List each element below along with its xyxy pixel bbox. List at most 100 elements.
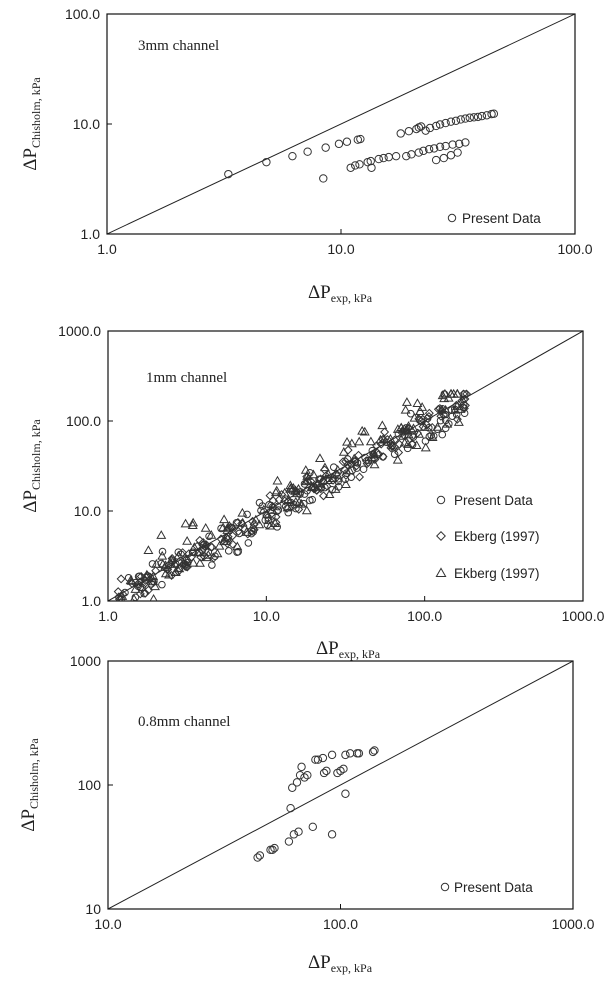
data-point-circle bbox=[461, 114, 470, 123]
data-point-triangle bbox=[285, 482, 296, 492]
x-axis-label-subscript: exp, kPa bbox=[339, 647, 381, 661]
data-point-circle bbox=[303, 770, 312, 780]
data-point-circle bbox=[351, 161, 360, 170]
x-axis-label-symbol: ΔP bbox=[308, 952, 331, 973]
data-point-triangle bbox=[237, 507, 248, 517]
data-point-diamond bbox=[233, 526, 243, 536]
data-point-triangle bbox=[301, 505, 312, 515]
data-point-diamond bbox=[341, 456, 351, 466]
data-point-triangle bbox=[156, 530, 167, 539]
data-point-diamond bbox=[328, 475, 338, 485]
data-point-diamond bbox=[362, 459, 372, 469]
data-point-diamond bbox=[140, 588, 150, 598]
data-point-circle bbox=[308, 495, 317, 504]
data-point-triangle bbox=[319, 462, 330, 472]
data-point-triangle bbox=[412, 398, 423, 407]
data-points bbox=[253, 746, 379, 862]
data-point-circle bbox=[419, 146, 428, 156]
data-point-triangle bbox=[455, 404, 466, 413]
data-point-triangle bbox=[332, 464, 343, 474]
data-point-triangle bbox=[306, 481, 317, 491]
data-point-circle bbox=[342, 137, 352, 146]
y-axis-label-subscript: Chisholm, kPa bbox=[29, 419, 43, 490]
data-point-triangle bbox=[151, 558, 162, 568]
data-point-circle bbox=[224, 547, 233, 555]
data-point-triangle bbox=[164, 569, 175, 579]
data-point-triangle bbox=[392, 424, 403, 433]
data-point-diamond bbox=[227, 523, 237, 533]
data-point-circle bbox=[339, 764, 348, 774]
y-axis-label: ΔPChisholm, kPa bbox=[20, 419, 43, 513]
data-point-circle bbox=[205, 532, 213, 541]
data-point-circle bbox=[453, 148, 462, 157]
data-point-triangle bbox=[349, 453, 360, 463]
data-point-diamond bbox=[309, 484, 319, 494]
data-point-diamond bbox=[294, 504, 304, 514]
data-point-triangle bbox=[188, 517, 199, 527]
y-tick-label: 10.0 bbox=[73, 116, 100, 132]
data-point-triangle bbox=[290, 485, 301, 495]
data-point-circle bbox=[284, 508, 293, 517]
data-point-triangle bbox=[212, 548, 223, 558]
data-point-circle bbox=[346, 163, 355, 172]
data-point-triangle bbox=[148, 576, 159, 586]
data-point-triangle bbox=[149, 581, 160, 591]
data-point-triangle bbox=[435, 567, 447, 577]
data-point-diamond bbox=[113, 587, 123, 597]
data-point-circle bbox=[448, 140, 457, 149]
legend-label: Present Data bbox=[462, 211, 541, 226]
data-point-circle bbox=[353, 749, 362, 758]
data-point-circle bbox=[384, 152, 393, 162]
data-point-triangle bbox=[338, 447, 349, 456]
data-point-triangle bbox=[258, 504, 269, 514]
legend-label: Ekberg (1997) bbox=[454, 529, 540, 544]
data-point-diamond bbox=[390, 442, 400, 452]
data-point-triangle bbox=[187, 520, 198, 529]
data-point-circle bbox=[295, 770, 305, 780]
data-point-diamond bbox=[340, 465, 350, 475]
data-point-circle bbox=[274, 502, 282, 511]
y-tick-label: 1.0 bbox=[82, 593, 102, 609]
data-point-circle bbox=[297, 762, 306, 772]
legend-label: Present Data bbox=[454, 880, 533, 895]
data-point-triangle bbox=[369, 459, 380, 469]
data-point-circle bbox=[361, 453, 369, 462]
data-point-circle bbox=[328, 486, 336, 494]
data-point-circle bbox=[268, 512, 276, 520]
data-point-triangle bbox=[400, 404, 411, 414]
data-point-diamond bbox=[228, 539, 238, 549]
data-point-triangle bbox=[241, 527, 252, 536]
data-point-diamond bbox=[418, 414, 428, 424]
data-point-diamond bbox=[201, 540, 211, 550]
data-point-triangle bbox=[437, 390, 448, 400]
data-point-triangle bbox=[200, 523, 211, 532]
data-point-triangle bbox=[409, 412, 420, 422]
data-point-circle bbox=[446, 117, 456, 126]
plot-frame bbox=[107, 330, 584, 602]
x-tick-label: 10.0 bbox=[94, 916, 121, 932]
data-point-circle bbox=[345, 749, 355, 758]
data-point-circle bbox=[403, 444, 412, 453]
y-axis-label: ΔPChisholm, kPa bbox=[18, 738, 41, 832]
data-point-circle bbox=[263, 521, 272, 529]
channel-annotation: 0.8mm channel bbox=[138, 714, 230, 730]
data-point-diamond bbox=[114, 594, 124, 601]
data-point-triangle bbox=[189, 542, 200, 551]
data-point-triangle bbox=[403, 429, 414, 439]
data-point-triangle bbox=[411, 440, 422, 450]
data-point-circle bbox=[356, 134, 365, 144]
data-point-circle bbox=[158, 580, 166, 589]
data-point-triangle bbox=[344, 465, 355, 475]
data-point-triangle bbox=[402, 439, 413, 448]
data-point-triangle bbox=[354, 436, 365, 446]
x-axis-label-subscript: exp, kPa bbox=[331, 291, 373, 305]
data-point-triangle bbox=[222, 533, 233, 543]
reference-line-y-equals-x bbox=[107, 14, 575, 234]
data-point-circle bbox=[451, 116, 461, 125]
data-point-circle bbox=[341, 750, 350, 760]
data-point-circle bbox=[370, 746, 379, 755]
data-point-triangle bbox=[232, 541, 243, 551]
data-point-circle bbox=[455, 139, 464, 149]
data-point-circle bbox=[416, 122, 426, 131]
data-point-circle bbox=[131, 593, 140, 601]
